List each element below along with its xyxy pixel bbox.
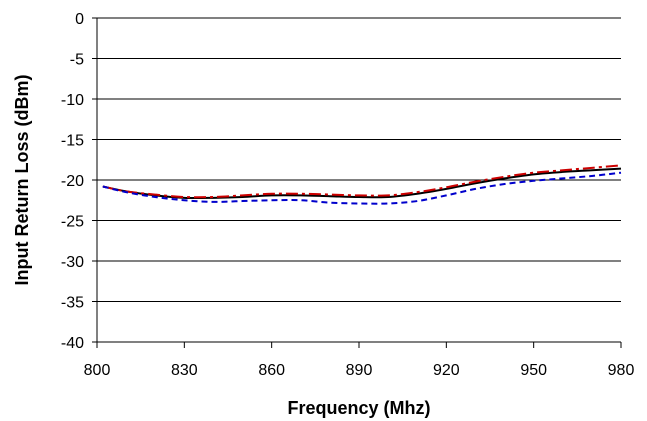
x-tick-label: 800 [84,362,111,379]
series-lines [102,164,622,205]
axes [92,17,622,348]
y-tick-label: -15 [61,133,84,150]
y-axis-title: Input Return Loss (dBm) [12,75,32,286]
y-tick-label: -5 [70,52,84,69]
x-tick-label: 830 [171,362,198,379]
series-line-3 [102,171,622,205]
y-tick-label: -35 [61,295,84,312]
y-tick-label: -10 [61,92,84,109]
y-tick-label: -25 [61,214,84,231]
y-tick-label: -20 [61,173,84,190]
y-tick-label: -40 [61,335,84,352]
y-tick-label: 0 [75,11,84,28]
x-tick-label: 890 [346,362,373,379]
x-axis-title: Frequency (Mhz) [287,398,430,418]
series-line-1 [102,167,622,200]
x-tick-label: 920 [433,362,460,379]
x-tick-label: 860 [258,362,285,379]
series-line-2 [102,164,622,199]
x-tick-label: 950 [520,362,547,379]
y-tick-label: -30 [61,254,84,271]
x-tick-label: 980 [608,362,635,379]
